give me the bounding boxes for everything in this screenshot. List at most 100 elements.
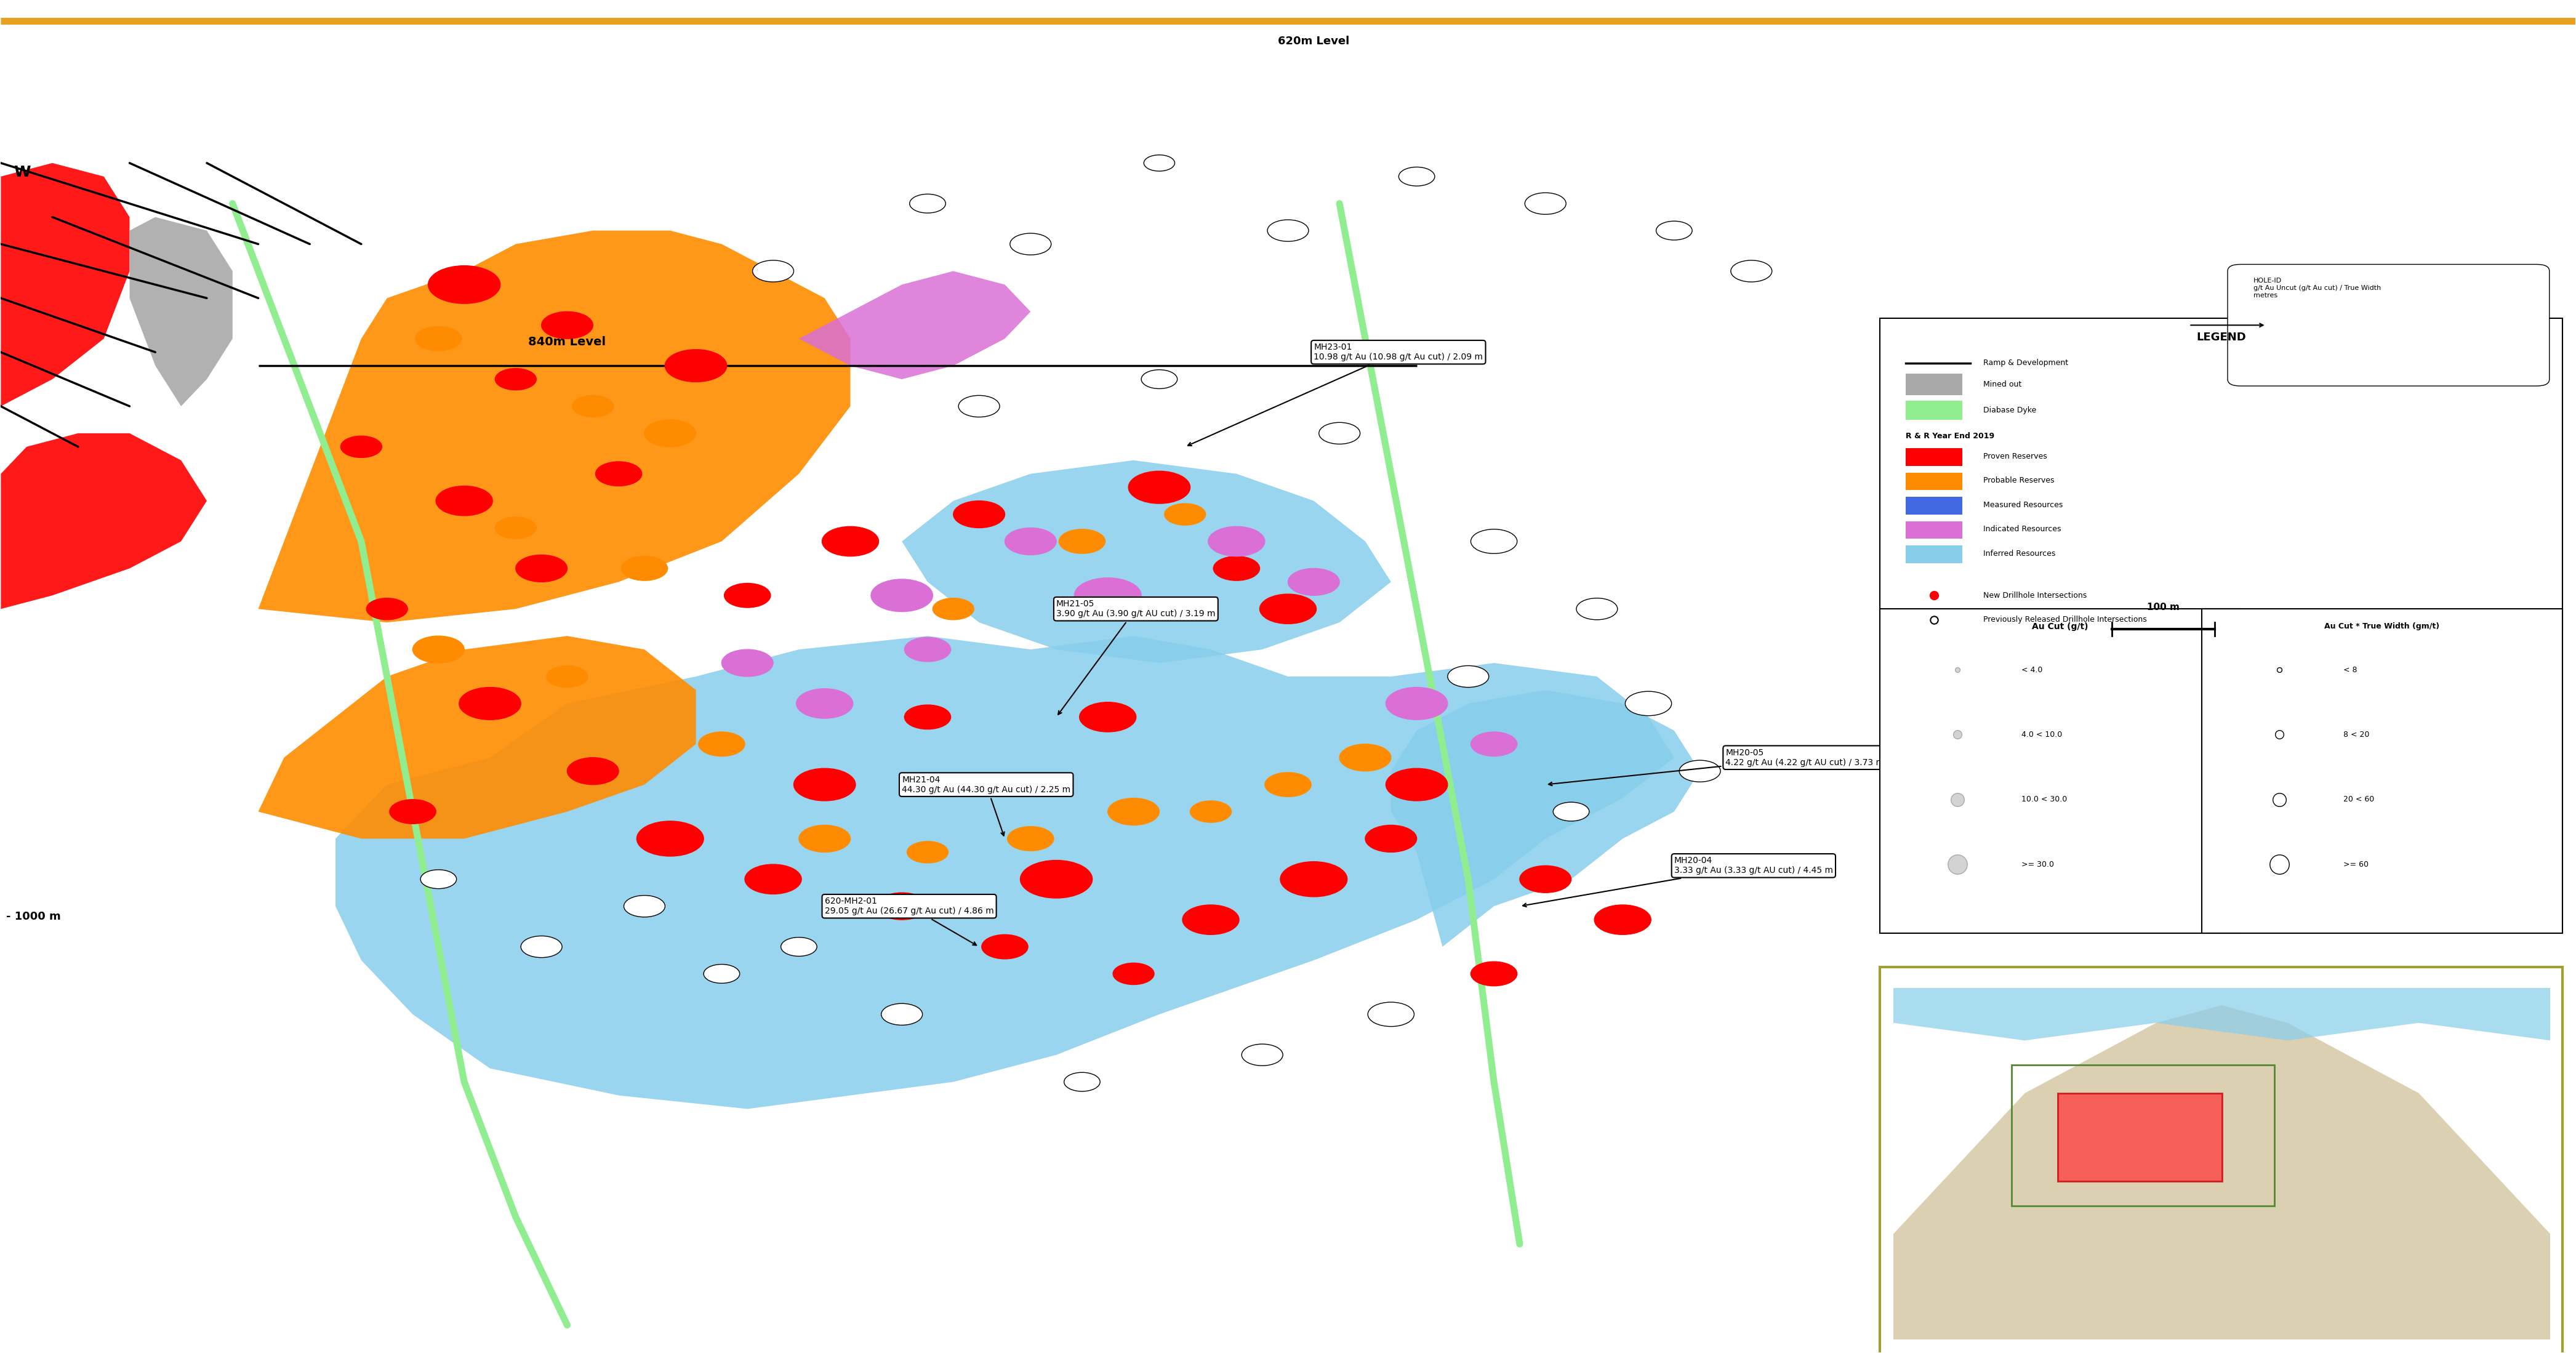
Text: < 4.0: < 4.0 <box>2022 666 2043 674</box>
Text: MH21-05
3.90 g/t Au (3.90 g/t AU cut) / 3.19 m: MH21-05 3.90 g/t Au (3.90 g/t AU cut) / … <box>1056 599 1216 714</box>
Polygon shape <box>129 216 232 406</box>
Circle shape <box>1010 233 1051 254</box>
Polygon shape <box>258 230 850 622</box>
Circle shape <box>1471 529 1517 553</box>
Circle shape <box>1144 154 1175 170</box>
Circle shape <box>799 825 850 852</box>
FancyBboxPatch shape <box>2058 1093 2221 1181</box>
Point <box>1937 854 1978 875</box>
Text: Mined out: Mined out <box>1984 380 2022 388</box>
Circle shape <box>1340 744 1391 771</box>
Circle shape <box>907 842 948 863</box>
Circle shape <box>904 637 951 662</box>
Circle shape <box>1553 802 1589 821</box>
Text: MH20-04
3.33 g/t Au (3.33 g/t AU cut) / 4.45 m: MH20-04 3.33 g/t Au (3.33 g/t AU cut) / … <box>1522 856 1834 907</box>
Polygon shape <box>1893 1005 2550 1339</box>
Circle shape <box>1731 260 1772 281</box>
Circle shape <box>546 666 587 687</box>
Circle shape <box>459 687 520 720</box>
Circle shape <box>435 486 492 515</box>
Circle shape <box>1288 568 1340 595</box>
FancyBboxPatch shape <box>1906 545 1963 563</box>
Circle shape <box>871 579 933 612</box>
FancyBboxPatch shape <box>1880 318 2563 629</box>
Text: Ramp & Development: Ramp & Development <box>1984 359 2069 367</box>
Polygon shape <box>335 636 1674 1109</box>
Circle shape <box>1213 556 1260 580</box>
Circle shape <box>1260 594 1316 624</box>
Circle shape <box>1141 369 1177 388</box>
Circle shape <box>644 419 696 446</box>
Text: - 1000 m: - 1000 m <box>5 911 62 923</box>
Text: 20 < 60: 20 < 60 <box>2344 796 2375 804</box>
Point <box>2259 789 2300 810</box>
Point <box>1914 609 1955 630</box>
Circle shape <box>744 865 801 894</box>
Text: 100 m: 100 m <box>2146 602 2179 612</box>
Circle shape <box>1471 732 1517 756</box>
Polygon shape <box>0 162 129 406</box>
Text: >= 30.0: >= 30.0 <box>2022 861 2053 869</box>
Circle shape <box>572 395 613 417</box>
Circle shape <box>1265 773 1311 797</box>
Circle shape <box>1182 905 1239 935</box>
Point <box>1937 789 1978 810</box>
Circle shape <box>793 769 855 801</box>
Circle shape <box>1005 528 1056 555</box>
Circle shape <box>1386 687 1448 720</box>
Polygon shape <box>1391 690 1700 947</box>
Circle shape <box>1656 221 1692 239</box>
Circle shape <box>1577 598 1618 620</box>
FancyBboxPatch shape <box>1880 967 2563 1353</box>
Circle shape <box>1242 1045 1283 1066</box>
Text: 8 < 20: 8 < 20 <box>2344 731 2370 739</box>
Circle shape <box>1525 192 1566 214</box>
Point <box>1914 584 1955 606</box>
Circle shape <box>1113 963 1154 985</box>
Circle shape <box>1365 825 1417 852</box>
Text: Measured Resources: Measured Resources <box>1984 501 2063 509</box>
Circle shape <box>428 265 500 303</box>
Text: Au Cut * True Width (gm/t): Au Cut * True Width (gm/t) <box>2324 622 2439 630</box>
Circle shape <box>1280 862 1347 897</box>
Circle shape <box>781 938 817 957</box>
Polygon shape <box>0 433 206 609</box>
Text: MH21-04
44.30 g/t Au (44.30 g/t Au cut) / 2.25 m: MH21-04 44.30 g/t Au (44.30 g/t Au cut) … <box>902 775 1072 836</box>
Circle shape <box>724 583 770 607</box>
Circle shape <box>1059 529 1105 553</box>
Circle shape <box>881 1004 922 1026</box>
Circle shape <box>1386 769 1448 801</box>
Circle shape <box>515 555 567 582</box>
Circle shape <box>1108 798 1159 825</box>
Circle shape <box>1368 1003 1414 1027</box>
FancyBboxPatch shape <box>1906 448 1963 465</box>
Circle shape <box>1471 962 1517 986</box>
Circle shape <box>495 368 536 390</box>
Circle shape <box>822 526 878 556</box>
Circle shape <box>1007 827 1054 851</box>
FancyBboxPatch shape <box>1906 472 1963 490</box>
Circle shape <box>953 501 1005 528</box>
Circle shape <box>1448 666 1489 687</box>
Text: W: W <box>13 165 31 180</box>
Circle shape <box>1680 760 1721 782</box>
Circle shape <box>1190 801 1231 823</box>
Circle shape <box>389 800 435 824</box>
Circle shape <box>1164 503 1206 525</box>
Circle shape <box>1128 471 1190 503</box>
Circle shape <box>420 870 456 889</box>
Circle shape <box>1625 691 1672 716</box>
Circle shape <box>415 326 461 350</box>
Circle shape <box>721 649 773 676</box>
Circle shape <box>752 260 793 281</box>
Text: New Drillhole Intersections: New Drillhole Intersections <box>1984 591 2087 599</box>
FancyBboxPatch shape <box>1906 400 1963 419</box>
Circle shape <box>958 395 999 417</box>
Circle shape <box>495 517 536 538</box>
FancyBboxPatch shape <box>1906 497 1963 514</box>
Text: LEGEND: LEGEND <box>2197 331 2246 344</box>
Circle shape <box>623 896 665 917</box>
Polygon shape <box>902 460 1391 663</box>
Circle shape <box>412 636 464 663</box>
Text: Proven Reserves: Proven Reserves <box>1984 452 2048 460</box>
